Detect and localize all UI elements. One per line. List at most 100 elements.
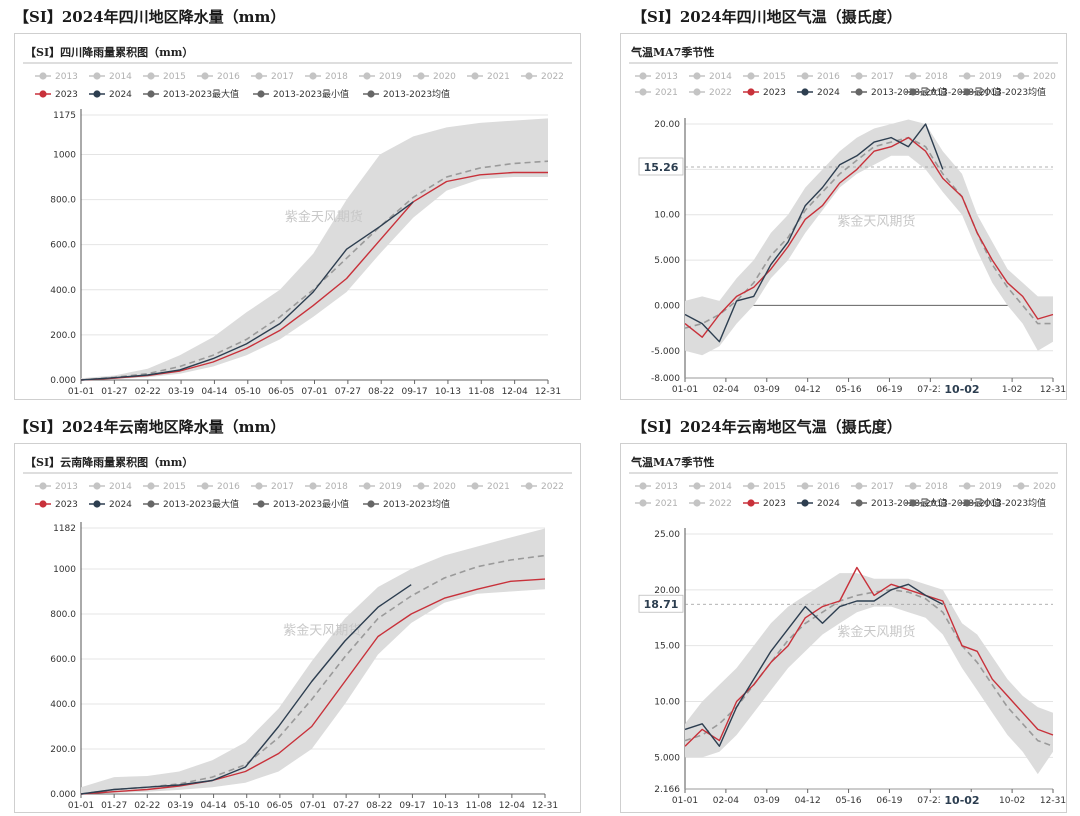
legend-item-2015[interactable]: 2015 [143,72,186,82]
legend-item-2014[interactable]: 2014 [89,482,132,492]
legend-dot [639,72,647,80]
legend-item-2022[interactable]: 2022 [689,499,732,509]
chart-yunnan-temp[interactable]: 气温MA7季节性 2013 2014 2015 2016 2017 2018 2019 2020… [621,444,1066,812]
legend-label: 2013-2023最大值 [163,498,239,510]
legend-item-2023[interactable]: 2023 [35,500,78,510]
legend-item-2023[interactable]: 2023 [743,499,786,509]
legend-dot [639,482,647,490]
legend-label: 2023 [55,90,78,100]
legend-item-2023[interactable]: 2023 [35,90,78,100]
x-tick-label: 03-19 [167,801,193,811]
legend-item-2013-2023均值[interactable]: 2013-2023均值 [959,497,1046,509]
legend-item-2019[interactable]: 2019 [359,72,402,82]
x-tick-label: 04-14 [201,387,227,397]
legend-item-2023[interactable]: 2023 [743,88,786,98]
legend-item-2024[interactable]: 2024 [89,500,132,510]
legend-item-2018[interactable]: 2018 [905,482,948,492]
legend-item-2024[interactable]: 2024 [797,499,840,509]
legend-item-2017[interactable]: 2017 [851,72,894,82]
legend-item-2013-2023最小值[interactable]: 2013-2023最小值 [253,498,349,510]
legend-item-2018[interactable]: 2018 [905,72,948,82]
x-tick-label: 10-02 [999,796,1025,806]
legend-label: 2018 [325,72,348,82]
legend-dot [417,482,425,490]
legend-label: 2020 [433,72,456,82]
legend-dot [39,72,47,80]
x-tick-label: 03-09 [754,796,780,806]
legend-item-2013-2023均值[interactable]: 2013-2023均值 [363,88,450,100]
legend-item-2021[interactable]: 2021 [635,499,678,509]
legend-dot [93,482,101,490]
legend-label: 2024 [817,499,840,509]
legend-label: 2023 [763,499,786,509]
legend-item-2018[interactable]: 2018 [305,72,348,82]
legend-dot [201,482,209,490]
legend-item-2020[interactable]: 2020 [413,482,456,492]
legend-item-2013-2023均值[interactable]: 2013-2023均值 [363,498,450,510]
legend-item-2021[interactable]: 2021 [635,88,678,98]
panel-sichuan-temp: 气温MA7季节性 2013 2014 2015 2016 2017 2018 2019 2020… [620,33,1067,400]
legend-item-2013[interactable]: 2013 [635,482,678,492]
x-tick-label: 12-31 [1040,385,1066,395]
legend-dot [855,499,863,507]
legend-item-2020[interactable]: 2020 [1013,72,1056,82]
legend-item-2013[interactable]: 2013 [635,72,678,82]
legend-item-2013-2023最小值[interactable]: 2013-2023最小值 [253,88,349,100]
legend-item-2016[interactable]: 2016 [797,72,840,82]
legend-item-2017[interactable]: 2017 [251,72,294,82]
title-sichuan-rain: 【SI】2024年四川地区降水量（mm） [14,8,286,26]
legend-item-2024[interactable]: 2024 [89,90,132,100]
legend-item-2019[interactable]: 2019 [359,482,402,492]
legend-item-2015[interactable]: 2015 [143,482,186,492]
chart-sichuan-temp[interactable]: 气温MA7季节性 2013 2014 2015 2016 2017 2018 2019 2020… [621,34,1066,399]
x-tick-label: 02-04 [713,796,739,806]
legend-item-2019[interactable]: 2019 [959,482,1002,492]
legend-item-2014[interactable]: 2014 [689,72,732,82]
legend-item-2017[interactable]: 2017 [851,482,894,492]
chart-yunnan-rain[interactable]: 【SI】云南降雨量累积图（mm） 2013 2014 2015 2016 2017 2018… [15,444,580,812]
legend-dot [363,72,371,80]
legend-item-2018[interactable]: 2018 [305,482,348,492]
x-tick-label: 06-19 [876,385,902,395]
x-tick-label: 12-04 [502,387,528,397]
legend-item-2015[interactable]: 2015 [743,482,786,492]
legend-item-2013[interactable]: 2013 [35,482,78,492]
pointer-y-label: 15.26 [638,157,684,176]
legend-item-2022[interactable]: 2022 [521,72,564,82]
legend-item-2017[interactable]: 2017 [251,482,294,492]
legend-dot [201,72,209,80]
legend-item-2013[interactable]: 2013 [35,72,78,82]
legend-item-2020[interactable]: 2020 [1013,482,1056,492]
legend-label: 2013 [55,72,78,82]
x-tick-label: 07-27 [333,801,359,811]
legend-item-2022[interactable]: 2022 [689,88,732,98]
legend-label: 2021 [487,482,510,492]
legend-item-2014[interactable]: 2014 [89,72,132,82]
legend-dot [471,482,479,490]
chart-sichuan-rain[interactable]: 【SI】四川降雨量累积图（mm） 2013 2014 2015 2016 2017 2018… [15,34,580,399]
legend-dot [367,90,375,98]
legend-item-2016[interactable]: 2016 [197,72,240,82]
legend-item-2024[interactable]: 2024 [797,88,840,98]
legend-item-2022[interactable]: 2022 [521,482,564,492]
x-tick-label: 02-04 [713,385,739,395]
legend-item-2021[interactable]: 2021 [467,482,510,492]
legend-item-2014[interactable]: 2014 [689,482,732,492]
legend-item-2013-2023最大值[interactable]: 2013-2023最大值 [143,88,239,100]
legend-item-2016[interactable]: 2016 [197,482,240,492]
legend-label: 2017 [271,72,294,82]
legend-item-2020[interactable]: 2020 [413,72,456,82]
legend-label: 2023 [55,500,78,510]
x-tick-label: 01-01 [68,801,94,811]
legend-dot [93,90,101,98]
legend-item-2015[interactable]: 2015 [743,72,786,82]
watermark: 紫金天风期货 [837,214,915,230]
legend-dot [963,88,971,96]
legend-item-2019[interactable]: 2019 [959,72,1002,82]
legend-item-2016[interactable]: 2016 [797,482,840,492]
watermark: 紫金天风期货 [837,624,915,640]
legend-item-2013-2023最大值[interactable]: 2013-2023最大值 [143,498,239,510]
legend-item-2021[interactable]: 2021 [467,72,510,82]
legend-item-2013-2023均值[interactable]: 2013-2023均值 [959,86,1046,98]
legend-dot [909,499,917,507]
